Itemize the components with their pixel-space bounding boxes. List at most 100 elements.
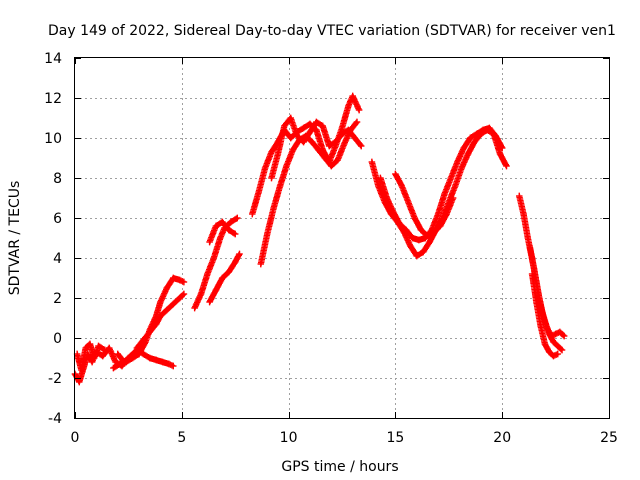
data-point xyxy=(159,358,166,366)
y-tick-label: -2 xyxy=(48,371,62,387)
data-point xyxy=(123,358,130,366)
data-point xyxy=(458,164,465,172)
y-tick-label: 2 xyxy=(53,291,62,307)
data-point xyxy=(287,134,294,142)
data-point xyxy=(116,360,124,368)
data-point xyxy=(76,378,83,386)
data-point xyxy=(464,150,472,158)
chart-title: Day 149 of 2022, Sidereal Day-to-day VTE… xyxy=(48,23,616,39)
data-point xyxy=(426,238,433,246)
data-point xyxy=(313,118,320,126)
data-point xyxy=(460,144,467,152)
y-axis-label: SDTVAR / TECUs xyxy=(7,181,23,296)
data-point xyxy=(129,354,136,362)
data-point xyxy=(321,154,329,162)
data-point xyxy=(443,210,450,218)
data-point xyxy=(135,350,143,358)
data-point xyxy=(338,130,346,138)
data-point xyxy=(206,238,213,246)
data-point xyxy=(452,182,459,190)
axis-ticks xyxy=(75,58,610,419)
data-point xyxy=(236,250,243,258)
data-point xyxy=(281,122,288,130)
data-point xyxy=(560,332,568,340)
data-point xyxy=(105,344,113,352)
data-point xyxy=(319,122,326,130)
data-point xyxy=(268,148,275,156)
data-point xyxy=(261,164,269,172)
data-point xyxy=(315,146,322,154)
data-point xyxy=(548,332,555,340)
data-point xyxy=(73,350,81,358)
data-point xyxy=(283,162,290,170)
data-point xyxy=(180,278,188,286)
data-point xyxy=(466,134,474,142)
data-point xyxy=(227,218,235,226)
data-point xyxy=(268,174,275,182)
series-arc-12 xyxy=(368,126,510,260)
data-point xyxy=(176,276,183,284)
data-point xyxy=(402,226,410,234)
x-tick-label: 25 xyxy=(600,430,618,446)
x-tick-label: 5 xyxy=(177,430,186,446)
x-tick-label: 15 xyxy=(386,430,404,446)
data-point xyxy=(78,366,85,374)
data-point xyxy=(543,324,551,332)
plot-frame xyxy=(74,57,610,419)
data-point xyxy=(340,140,348,148)
x-tick-labels: 0 5 10 15 20 25 xyxy=(71,430,618,446)
data-point xyxy=(86,340,94,348)
data-point xyxy=(176,294,183,302)
data-point xyxy=(219,274,226,282)
data-point xyxy=(411,214,418,222)
data-point xyxy=(471,138,478,146)
data-point xyxy=(180,290,188,298)
data-point xyxy=(550,338,557,346)
x-tick-label: 20 xyxy=(493,430,511,446)
data-point xyxy=(289,146,297,154)
data-point xyxy=(454,158,461,166)
data-point xyxy=(345,102,352,110)
data-point xyxy=(204,270,211,278)
data-point xyxy=(537,322,544,330)
data-point xyxy=(300,124,307,132)
data-point xyxy=(212,222,220,230)
data-point xyxy=(486,124,493,132)
series-arc-9 xyxy=(249,92,363,218)
data-point xyxy=(541,340,549,348)
data-point xyxy=(516,192,523,200)
data-point xyxy=(353,118,361,126)
data-point xyxy=(524,234,532,242)
data-point xyxy=(449,194,457,202)
data-point xyxy=(398,182,406,190)
data-point xyxy=(82,344,89,352)
series-arc-10 xyxy=(257,118,361,268)
x-tick-label: 10 xyxy=(280,430,298,446)
y-tick-label: 8 xyxy=(53,171,62,187)
data-point xyxy=(197,290,205,298)
data-point xyxy=(170,300,177,308)
y-tick-label: 10 xyxy=(44,131,62,147)
data-point xyxy=(383,194,391,202)
data-point xyxy=(146,354,153,362)
data-point xyxy=(479,126,487,134)
data-point xyxy=(492,132,499,140)
y-tick-labels: -4 -2 0 2 4 6 8 10 12 14 xyxy=(44,51,62,427)
data-point xyxy=(110,364,117,372)
data-point xyxy=(276,182,284,190)
data-point xyxy=(334,156,341,164)
data-point xyxy=(225,226,232,234)
data-point xyxy=(163,306,171,314)
data-point xyxy=(133,344,141,352)
data-point xyxy=(287,114,294,122)
grid-lines xyxy=(75,58,609,418)
data-point xyxy=(441,190,448,198)
data-point xyxy=(556,328,564,336)
y-tick-label: 4 xyxy=(53,251,62,267)
data-point xyxy=(308,138,316,146)
data-point xyxy=(499,144,506,152)
series-arc-7 xyxy=(206,218,239,246)
data-point xyxy=(424,232,431,240)
data-points xyxy=(71,92,568,386)
data-point xyxy=(413,252,420,260)
